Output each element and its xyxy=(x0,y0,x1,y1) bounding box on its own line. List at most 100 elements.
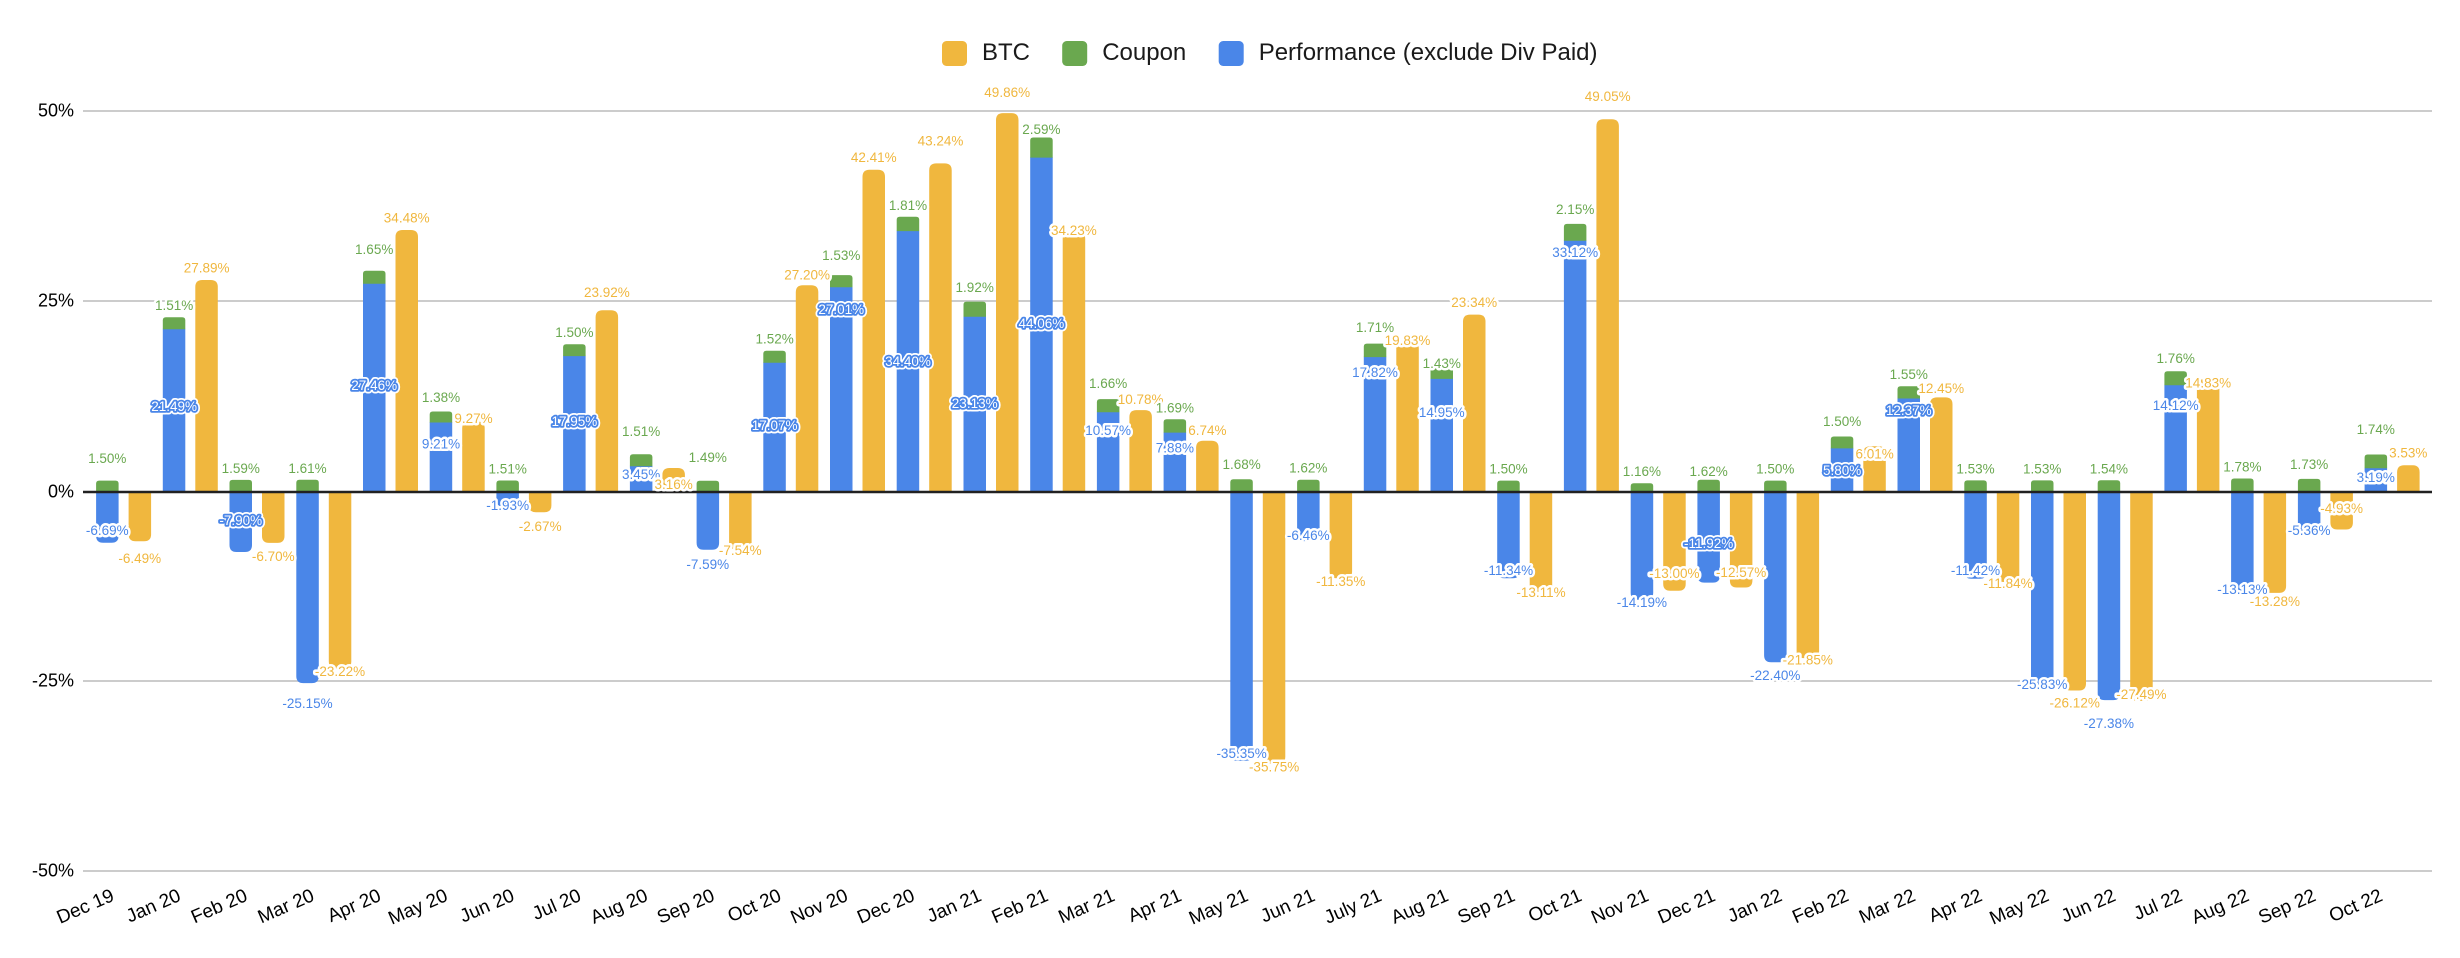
svg-text:23.13%: 23.13% xyxy=(952,396,998,411)
svg-text:1.50%: 1.50% xyxy=(555,325,593,340)
svg-text:1.51%: 1.51% xyxy=(155,298,193,313)
svg-text:-21.85%: -21.85% xyxy=(1783,653,1833,668)
svg-text:-27.38%: -27.38% xyxy=(2084,716,2134,731)
svg-text:-35.35%: -35.35% xyxy=(1216,746,1266,761)
svg-text:27.20%: 27.20% xyxy=(784,268,830,283)
svg-text:27.46%: 27.46% xyxy=(351,378,397,393)
svg-text:BTC: BTC xyxy=(982,39,1030,66)
svg-text:-22.40%: -22.40% xyxy=(1750,668,1800,683)
svg-text:1.51%: 1.51% xyxy=(489,462,527,477)
svg-text:14.95%: 14.95% xyxy=(1419,405,1465,420)
svg-text:34.48%: 34.48% xyxy=(384,211,430,226)
svg-text:44.06%: 44.06% xyxy=(1019,316,1065,331)
svg-text:1.69%: 1.69% xyxy=(1156,400,1194,415)
svg-text:1.38%: 1.38% xyxy=(422,390,460,405)
svg-text:12.45%: 12.45% xyxy=(1918,381,1964,396)
svg-text:-13.13%: -13.13% xyxy=(2217,582,2267,597)
svg-text:14.12%: 14.12% xyxy=(2153,398,2199,413)
svg-text:12.37%: 12.37% xyxy=(1886,403,1932,418)
svg-text:1.66%: 1.66% xyxy=(1089,376,1127,391)
svg-text:-7.59%: -7.59% xyxy=(686,557,729,572)
svg-text:27.01%: 27.01% xyxy=(818,302,864,317)
svg-text:34.40%: 34.40% xyxy=(885,354,931,369)
svg-text:49.86%: 49.86% xyxy=(984,85,1030,100)
svg-text:-7.54%: -7.54% xyxy=(719,543,762,558)
svg-text:1.50%: 1.50% xyxy=(1489,462,1527,477)
svg-text:1.73%: 1.73% xyxy=(2290,457,2328,472)
svg-text:Coupon: Coupon xyxy=(1102,39,1186,66)
svg-text:-11.92%: -11.92% xyxy=(1684,536,1733,551)
svg-text:34.40%: 34.40% xyxy=(885,354,931,369)
svg-text:27.46%: 27.46% xyxy=(351,378,397,393)
svg-text:1.53%: 1.53% xyxy=(822,248,860,263)
svg-text:1.50%: 1.50% xyxy=(1823,414,1861,429)
svg-text:1.65%: 1.65% xyxy=(355,242,393,257)
svg-text:17.07%: 17.07% xyxy=(752,418,798,433)
svg-text:-50%: -50% xyxy=(32,861,74,881)
svg-text:-6.70%: -6.70% xyxy=(252,549,295,564)
svg-text:-27.49%: -27.49% xyxy=(2116,687,2166,702)
svg-text:1.68%: 1.68% xyxy=(1222,457,1260,472)
svg-text:25%: 25% xyxy=(38,291,74,311)
svg-text:-5.36%: -5.36% xyxy=(2288,523,2331,538)
svg-text:12.37%: 12.37% xyxy=(1886,403,1932,418)
svg-text:17.95%: 17.95% xyxy=(552,414,598,429)
svg-text:-11.92%: -11.92% xyxy=(1684,536,1733,551)
svg-text:2.15%: 2.15% xyxy=(1556,202,1594,217)
svg-text:1.52%: 1.52% xyxy=(755,332,793,347)
svg-text:-13.00%: -13.00% xyxy=(1649,566,1699,581)
svg-text:-11.84%: -11.84% xyxy=(1983,576,2032,591)
svg-text:-12.57%: -12.57% xyxy=(1716,565,1766,580)
svg-text:23.13%: 23.13% xyxy=(952,396,998,411)
svg-text:9.27%: 9.27% xyxy=(454,411,492,426)
svg-text:-2.67%: -2.67% xyxy=(519,519,562,534)
svg-text:1.50%: 1.50% xyxy=(1756,462,1794,477)
svg-text:1.43%: 1.43% xyxy=(1423,356,1461,371)
svg-text:34.23%: 34.23% xyxy=(1051,223,1097,238)
svg-text:-6.49%: -6.49% xyxy=(118,551,161,566)
svg-text:-7.90%: -7.90% xyxy=(219,513,262,528)
svg-text:44.06%: 44.06% xyxy=(1019,316,1065,331)
svg-text:-25.83%: -25.83% xyxy=(2017,677,2067,692)
svg-text:50%: 50% xyxy=(38,101,74,121)
svg-text:17.07%: 17.07% xyxy=(752,418,798,433)
svg-text:-7.90%: -7.90% xyxy=(219,513,262,528)
svg-text:1.78%: 1.78% xyxy=(2223,460,2261,475)
svg-text:Performance (exclude Div Paid): Performance (exclude Div Paid) xyxy=(1259,39,1598,66)
svg-text:-6.46%: -6.46% xyxy=(1287,528,1330,543)
svg-text:6.74%: 6.74% xyxy=(1188,423,1226,438)
svg-text:-13.11%: -13.11% xyxy=(1516,585,1565,600)
svg-text:0%: 0% xyxy=(48,482,74,502)
svg-text:-11.42%: -11.42% xyxy=(1951,563,2000,578)
svg-text:5.80%: 5.80% xyxy=(1823,463,1861,478)
svg-text:23.34%: 23.34% xyxy=(1451,295,1497,310)
svg-text:17.82%: 17.82% xyxy=(1352,365,1398,380)
svg-text:3.53%: 3.53% xyxy=(2389,446,2427,461)
svg-text:33.12%: 33.12% xyxy=(1552,245,1598,260)
svg-text:-1.93%: -1.93% xyxy=(486,498,529,513)
svg-text:27.01%: 27.01% xyxy=(818,302,864,317)
svg-text:-25.15%: -25.15% xyxy=(282,696,332,711)
svg-text:-7.90%: -7.90% xyxy=(219,513,262,528)
svg-text:27.01%: 27.01% xyxy=(818,302,864,317)
svg-text:-35.75%: -35.75% xyxy=(1249,760,1299,775)
svg-text:19.83%: 19.83% xyxy=(1385,333,1431,348)
svg-text:1.54%: 1.54% xyxy=(2090,461,2128,476)
svg-text:1.53%: 1.53% xyxy=(1956,461,1994,476)
svg-text:-11.92%: -11.92% xyxy=(1684,536,1733,551)
svg-text:27.46%: 27.46% xyxy=(351,378,397,393)
svg-text:1.49%: 1.49% xyxy=(689,450,727,465)
svg-text:-13.28%: -13.28% xyxy=(2250,594,2300,609)
svg-text:1.55%: 1.55% xyxy=(1890,367,1928,382)
svg-text:17.95%: 17.95% xyxy=(552,414,598,429)
svg-text:23.92%: 23.92% xyxy=(584,285,630,300)
svg-text:14.83%: 14.83% xyxy=(2185,376,2231,391)
svg-text:3.16%: 3.16% xyxy=(654,477,692,492)
svg-text:-11.35%: -11.35% xyxy=(1316,574,1365,589)
svg-text:1.51%: 1.51% xyxy=(622,424,660,439)
svg-text:1.59%: 1.59% xyxy=(222,461,260,476)
svg-text:17.95%: 17.95% xyxy=(552,414,598,429)
svg-text:1.16%: 1.16% xyxy=(1623,464,1661,479)
svg-text:-26.12%: -26.12% xyxy=(2050,696,2100,711)
svg-text:-14.19%: -14.19% xyxy=(1617,595,1667,610)
